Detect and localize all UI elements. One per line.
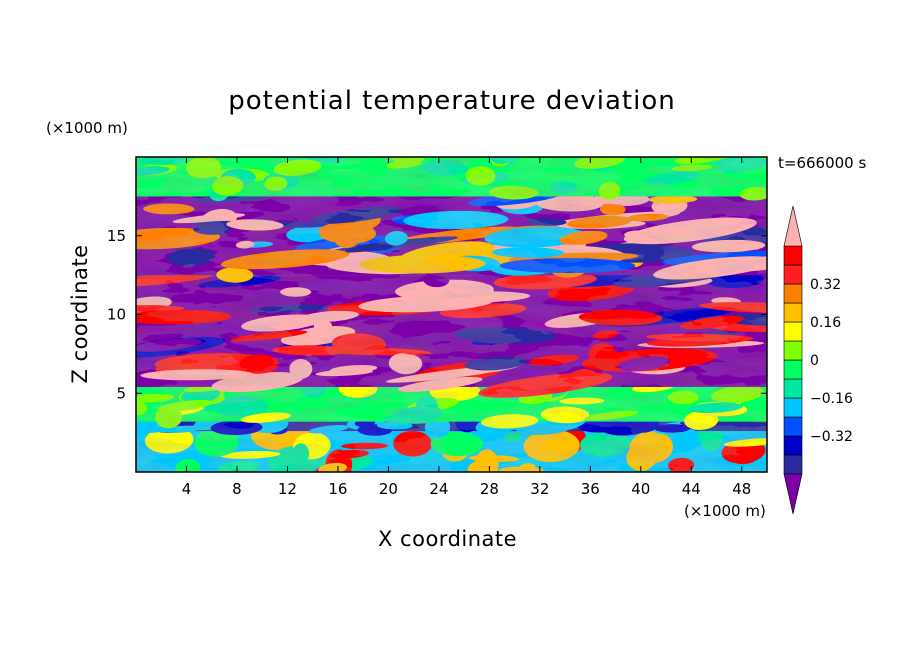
x-tick-label: 48: [732, 480, 751, 498]
colorbar-box: [783, 302, 803, 323]
colorbar-box: [783, 321, 803, 342]
colorbar-box: [783, 359, 803, 380]
x-tick-label: 40: [631, 480, 650, 498]
colorbar-box: [783, 264, 803, 285]
colorbar-box: [783, 397, 803, 418]
colorbar-label: 0: [810, 353, 819, 369]
x-axis-unit: (×1000 m): [684, 502, 766, 520]
x-tick-label: 44: [682, 480, 701, 498]
colorbar-label: 0.32: [810, 277, 841, 293]
colorbar-box: [783, 416, 803, 437]
x-axis: 4 8 12 16 20 24 28 32 36 40 44 48: [182, 157, 751, 498]
colorbar-label: 0.16: [810, 315, 841, 331]
x-tick-label: 24: [429, 480, 448, 498]
colorbar-box: [783, 435, 803, 456]
colorbar-max-arrow: [783, 205, 803, 247]
y-axis: 5 10 15: [107, 227, 767, 402]
x-tick-label: 32: [530, 480, 549, 498]
x-axis-label: X coordinate: [378, 527, 518, 551]
chart-title: potential temperature deviation: [228, 86, 676, 116]
colorbar-box: [783, 454, 803, 475]
colorbar: 0.32 0.16 0 −0.16 −0.32: [783, 205, 853, 515]
x-tick-label: 28: [480, 480, 499, 498]
x-tick-label: 4: [182, 480, 192, 498]
colorbar-label: −0.32: [810, 429, 853, 445]
x-tick-label: 36: [581, 480, 600, 498]
colorbar-label: −0.16: [810, 391, 853, 407]
y-tick-label: 10: [107, 306, 126, 324]
x-tick-label: 8: [232, 480, 242, 498]
field-texture: [136, 157, 767, 472]
colorbar-box: [783, 245, 803, 266]
colorbar-min-arrow: [783, 473, 803, 515]
x-tick-label: 16: [328, 480, 347, 498]
y-axis-unit: (×1000 m): [46, 119, 128, 137]
y-tick-label: 5: [116, 384, 126, 402]
x-tick-label: 20: [379, 480, 398, 498]
colorbar-box: [783, 378, 803, 399]
contour-field: [136, 157, 767, 472]
y-tick-label: 15: [107, 227, 126, 245]
colorbar-box: [783, 283, 803, 304]
colorbar-box: [783, 340, 803, 361]
x-tick-label: 12: [278, 480, 297, 498]
time-label: t=666000 s: [778, 154, 867, 172]
